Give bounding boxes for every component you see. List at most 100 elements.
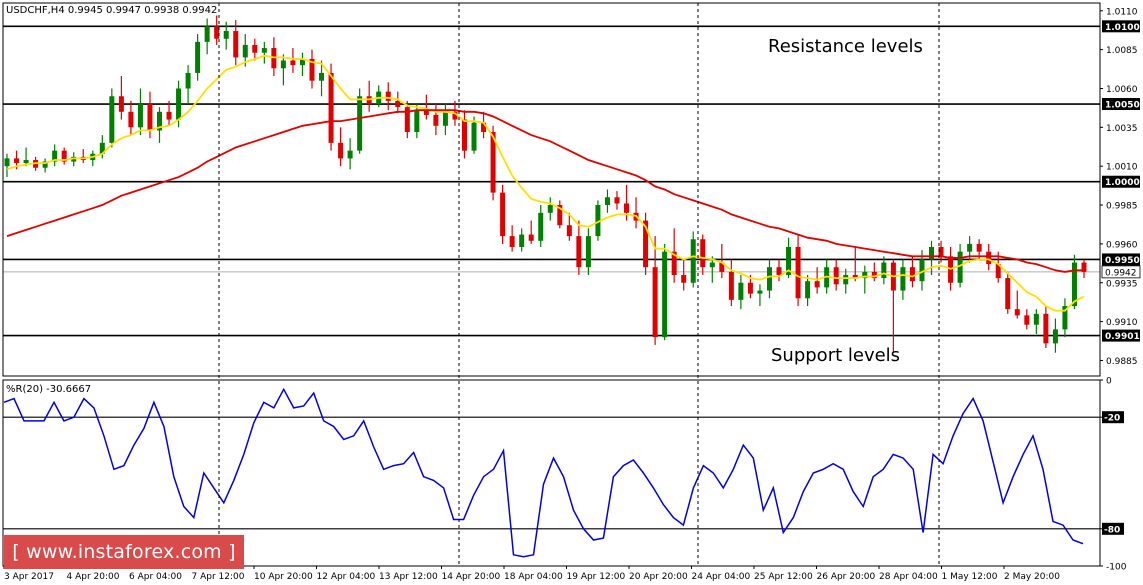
candle-body	[176, 88, 182, 120]
x-tick-label: 4 Apr 20:00	[67, 572, 120, 582]
candle-body	[195, 41, 201, 73]
indicator-tick-label: 0	[1106, 377, 1112, 387]
indicator-level-label: -80	[1104, 525, 1120, 535]
candle-body	[1005, 278, 1011, 310]
price-tick-label: 0.9985	[1106, 202, 1138, 212]
indicator-tick-label: -100	[1106, 563, 1127, 573]
candle-body	[14, 158, 20, 164]
candle-body	[433, 114, 439, 126]
candle-body	[23, 159, 29, 164]
candle-body	[261, 48, 267, 53]
candle-body	[414, 110, 420, 132]
candle-body	[319, 72, 325, 81]
williams-r-line	[3, 387, 1084, 558]
candle-body	[338, 142, 344, 159]
candle-body	[538, 212, 544, 241]
candle-body	[299, 58, 305, 66]
candle-body	[509, 236, 515, 248]
level-label-box	[1102, 20, 1140, 33]
current-price-box	[1101, 265, 1141, 279]
candle-body	[604, 197, 610, 206]
x-tick-label: 2 May 20:00	[1004, 572, 1060, 582]
candle-body	[576, 236, 582, 268]
moving-average-0	[6, 54, 1085, 312]
candle-body	[671, 251, 677, 275]
candle-body	[128, 111, 134, 128]
current-price-label: 0.9942	[1105, 268, 1137, 278]
candle-body	[252, 44, 258, 53]
candle-body	[652, 267, 658, 338]
indicator-frame	[2, 379, 1101, 567]
candle-body	[776, 267, 782, 275]
x-tick-label: 26 Apr 20:00	[817, 572, 876, 582]
x-tick-label: 10 Apr 20:00	[254, 572, 313, 582]
candle-body	[1033, 313, 1039, 325]
x-tick-label: 24 Apr 04:00	[692, 572, 751, 582]
candle-body	[99, 142, 105, 154]
candle-body	[471, 122, 477, 151]
candle-body	[700, 239, 706, 268]
candle-body	[42, 161, 48, 168]
candle-body	[1052, 329, 1058, 344]
candle-body	[347, 150, 353, 159]
candle-body	[357, 96, 363, 151]
symbol-info: USDCHF,H4 0.9945 0.9947 0.9938 0.9942	[6, 5, 217, 16]
candle-body	[109, 96, 115, 143]
candle-body	[805, 281, 811, 299]
candle-body	[423, 110, 429, 115]
annotation-resistance: Resistance levels	[768, 36, 923, 57]
price-tick-label: 0.9935	[1106, 279, 1138, 289]
price-tick-label: 0.9910	[1106, 318, 1138, 328]
candle-body	[1024, 315, 1030, 325]
x-tick-label: 12 Apr 04:00	[317, 572, 376, 582]
candle-body	[1081, 262, 1087, 272]
candle-body	[814, 281, 820, 288]
candle-body	[452, 111, 458, 120]
level-label-box	[1102, 253, 1140, 266]
candle-body	[995, 264, 1001, 279]
level-label: 0.9901	[1105, 332, 1140, 342]
candle-body	[662, 251, 668, 338]
candle-body	[1062, 306, 1068, 330]
candle-body	[643, 220, 649, 268]
candle-body	[528, 234, 534, 241]
candle-body	[481, 122, 487, 132]
instaforex-watermark: [ www.instaforex.com ]	[4, 535, 244, 569]
candle-body	[967, 243, 973, 252]
candle-body	[147, 104, 153, 131]
level-label-box	[1102, 329, 1140, 342]
candle-body	[1071, 262, 1077, 307]
candle-body	[986, 251, 992, 265]
candle-body	[852, 274, 858, 279]
candle-body	[738, 282, 744, 300]
indicator-level-box	[1102, 522, 1124, 535]
candle-body	[500, 192, 506, 237]
candle-body	[976, 243, 982, 252]
candle-body	[233, 30, 239, 58]
x-tick-label: 18 Apr 04:00	[504, 572, 563, 582]
price-tick-label: 1.0035	[1106, 124, 1138, 134]
level-label: 1.0100	[1105, 23, 1140, 33]
candle-body	[881, 262, 887, 279]
level-label: 1.0000	[1105, 178, 1140, 188]
x-tick-label: 13 Apr 12:00	[379, 572, 438, 582]
candle-body	[204, 26, 210, 42]
annotation-support: Support levels	[771, 345, 900, 366]
x-tick-label: 25 Apr 12:00	[754, 572, 813, 582]
candle-body	[328, 72, 334, 143]
level-label: 1.0050	[1105, 101, 1140, 111]
candle-body	[919, 259, 925, 282]
x-tick-label: 20 Apr 20:00	[629, 572, 688, 582]
candle-body	[61, 150, 67, 162]
candle-body	[909, 267, 915, 282]
candle-body	[614, 197, 620, 204]
indicator-level-label: -20	[1104, 414, 1120, 424]
candle-body	[557, 205, 563, 226]
candle-body	[833, 267, 839, 285]
candle-body	[766, 267, 772, 291]
candle-body	[862, 271, 868, 279]
candle-body	[242, 44, 248, 58]
indicator-label: %R(20) -30.6667	[6, 384, 91, 395]
candle-body	[843, 274, 849, 285]
